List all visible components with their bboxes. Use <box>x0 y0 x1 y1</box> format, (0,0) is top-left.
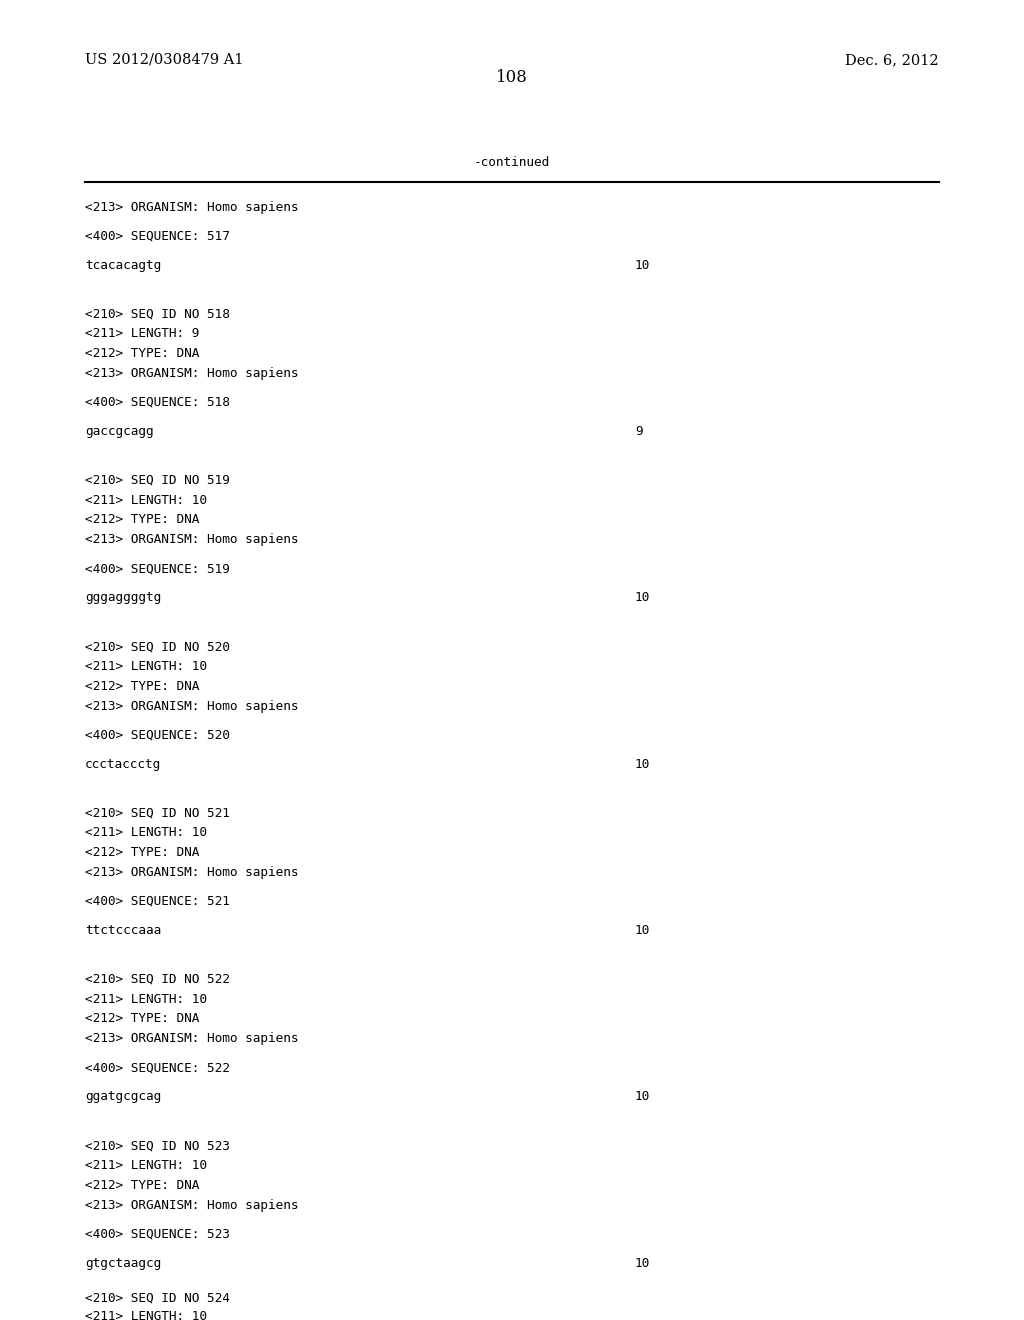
Text: <213> ORGANISM: Homo sapiens: <213> ORGANISM: Homo sapiens <box>85 1199 298 1212</box>
Text: <212> TYPE: DNA: <212> TYPE: DNA <box>85 680 200 693</box>
Text: <210> SEQ ID NO 523: <210> SEQ ID NO 523 <box>85 1139 229 1152</box>
Text: <213> ORGANISM: Homo sapiens: <213> ORGANISM: Homo sapiens <box>85 866 298 879</box>
Text: <211> LENGTH: 10: <211> LENGTH: 10 <box>85 1159 207 1172</box>
Text: <211> LENGTH: 10: <211> LENGTH: 10 <box>85 1309 207 1320</box>
Text: <211> LENGTH: 10: <211> LENGTH: 10 <box>85 826 207 840</box>
Text: <210> SEQ ID NO 519: <210> SEQ ID NO 519 <box>85 474 229 487</box>
Text: <211> LENGTH: 10: <211> LENGTH: 10 <box>85 993 207 1006</box>
Text: <400> SEQUENCE: 519: <400> SEQUENCE: 519 <box>85 562 229 576</box>
Text: <213> ORGANISM: Homo sapiens: <213> ORGANISM: Homo sapiens <box>85 201 298 214</box>
Text: <211> LENGTH: 9: <211> LENGTH: 9 <box>85 327 200 341</box>
Text: 10: 10 <box>635 591 650 605</box>
Text: <400> SEQUENCE: 521: <400> SEQUENCE: 521 <box>85 895 229 908</box>
Text: <213> ORGANISM: Homo sapiens: <213> ORGANISM: Homo sapiens <box>85 1032 298 1045</box>
Text: <211> LENGTH: 10: <211> LENGTH: 10 <box>85 494 207 507</box>
Text: <400> SEQUENCE: 523: <400> SEQUENCE: 523 <box>85 1228 229 1241</box>
Text: 10: 10 <box>635 924 650 937</box>
Text: gggaggggtg: gggaggggtg <box>85 591 161 605</box>
Text: <400> SEQUENCE: 517: <400> SEQUENCE: 517 <box>85 230 229 243</box>
Text: 10: 10 <box>635 259 650 272</box>
Text: gaccgcagg: gaccgcagg <box>85 425 154 438</box>
Text: <400> SEQUENCE: 522: <400> SEQUENCE: 522 <box>85 1061 229 1074</box>
Text: ggatgcgcag: ggatgcgcag <box>85 1090 161 1104</box>
Text: -continued: -continued <box>474 156 550 169</box>
Text: <210> SEQ ID NO 524: <210> SEQ ID NO 524 <box>85 1291 229 1304</box>
Text: 10: 10 <box>635 1257 650 1270</box>
Text: Dec. 6, 2012: Dec. 6, 2012 <box>846 53 939 67</box>
Text: <212> TYPE: DNA: <212> TYPE: DNA <box>85 1179 200 1192</box>
Text: <212> TYPE: DNA: <212> TYPE: DNA <box>85 513 200 527</box>
Text: <210> SEQ ID NO 518: <210> SEQ ID NO 518 <box>85 308 229 321</box>
Text: tcacacagtg: tcacacagtg <box>85 259 161 272</box>
Text: 10: 10 <box>635 1090 650 1104</box>
Text: <212> TYPE: DNA: <212> TYPE: DNA <box>85 1012 200 1026</box>
Text: <213> ORGANISM: Homo sapiens: <213> ORGANISM: Homo sapiens <box>85 533 298 546</box>
Text: <400> SEQUENCE: 520: <400> SEQUENCE: 520 <box>85 729 229 742</box>
Text: <400> SEQUENCE: 518: <400> SEQUENCE: 518 <box>85 396 229 409</box>
Text: <213> ORGANISM: Homo sapiens: <213> ORGANISM: Homo sapiens <box>85 700 298 713</box>
Text: ccctaccctg: ccctaccctg <box>85 758 161 771</box>
Text: 10: 10 <box>635 758 650 771</box>
Text: <212> TYPE: DNA: <212> TYPE: DNA <box>85 347 200 360</box>
Text: <210> SEQ ID NO 522: <210> SEQ ID NO 522 <box>85 973 229 986</box>
Text: 9: 9 <box>635 425 642 438</box>
Text: <210> SEQ ID NO 521: <210> SEQ ID NO 521 <box>85 807 229 820</box>
Text: <211> LENGTH: 10: <211> LENGTH: 10 <box>85 660 207 673</box>
Text: gtgctaagcg: gtgctaagcg <box>85 1257 161 1270</box>
Text: <210> SEQ ID NO 520: <210> SEQ ID NO 520 <box>85 640 229 653</box>
Text: US 2012/0308479 A1: US 2012/0308479 A1 <box>85 53 244 67</box>
Text: <213> ORGANISM: Homo sapiens: <213> ORGANISM: Homo sapiens <box>85 367 298 380</box>
Text: <212> TYPE: DNA: <212> TYPE: DNA <box>85 846 200 859</box>
Text: ttctcccaaa: ttctcccaaa <box>85 924 161 937</box>
Text: 108: 108 <box>496 69 528 86</box>
